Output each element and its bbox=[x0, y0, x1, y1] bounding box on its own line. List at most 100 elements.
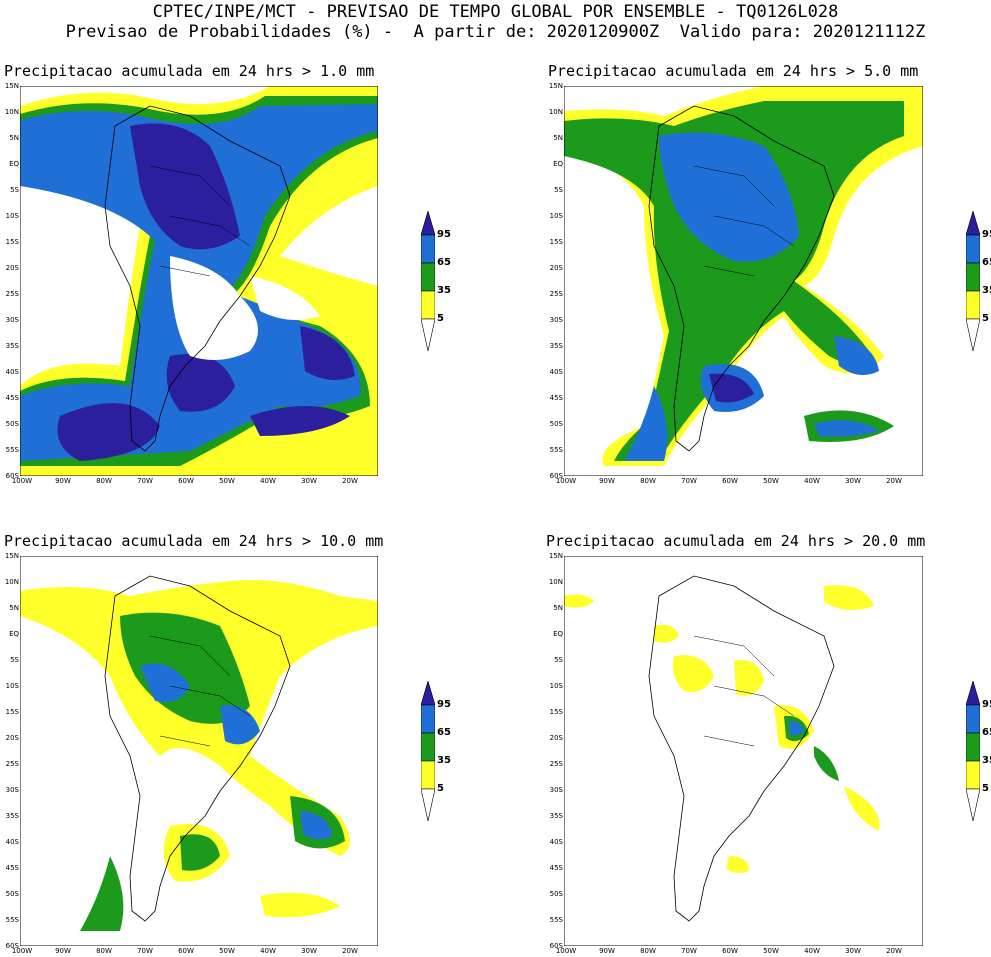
colorbar-label: 95 bbox=[982, 699, 991, 710]
lat-tick-label: 10S bbox=[5, 682, 19, 690]
colorbar-swatch-35 bbox=[966, 732, 980, 762]
lat-tick-label: 30S bbox=[549, 786, 563, 794]
lat-tick-label: 45S bbox=[5, 864, 19, 872]
colorbar-swatch-65 bbox=[966, 704, 980, 734]
lat-tick-label: 30S bbox=[5, 786, 19, 794]
lat-tick-label: 45S bbox=[549, 864, 563, 872]
colorbar-label: 5 bbox=[437, 313, 444, 324]
lon-tick-label: 40W bbox=[804, 947, 820, 955]
colorbar bbox=[966, 681, 980, 822]
lat-tick-label: 5N bbox=[553, 604, 563, 612]
lon-tick-label: 30W bbox=[301, 947, 317, 955]
lat-tick-label: 60S bbox=[549, 942, 563, 950]
lat-tick-label: 50S bbox=[549, 890, 563, 898]
lon-tick-label: 80W bbox=[640, 477, 656, 485]
map-panel-3 bbox=[20, 556, 378, 946]
colorbar bbox=[421, 211, 435, 352]
lat-tick-label: 15S bbox=[549, 238, 563, 246]
lat-tick-label: 15S bbox=[5, 238, 19, 246]
figure-title-line-2: Previsao de Probabilidades (%) - A parti… bbox=[65, 22, 926, 42]
lon-tick-label: 70W bbox=[681, 477, 697, 485]
lon-tick-label: 50W bbox=[219, 477, 235, 485]
lat-tick-label: 30S bbox=[5, 316, 19, 324]
lat-tick-label: 15N bbox=[4, 82, 19, 90]
lon-tick-label: 90W bbox=[599, 947, 615, 955]
lon-tick-label: 60W bbox=[178, 947, 194, 955]
lat-tick-label: 5S bbox=[10, 656, 19, 664]
colorbar-swatch-below bbox=[966, 788, 980, 822]
lon-tick-label: 80W bbox=[96, 477, 112, 485]
lat-tick-label: 55S bbox=[549, 916, 563, 924]
lon-tick-label: 70W bbox=[137, 477, 153, 485]
lon-tick-label: 30W bbox=[301, 477, 317, 485]
lat-tick-label: 25S bbox=[5, 290, 19, 298]
lat-tick-label: 45S bbox=[549, 394, 563, 402]
colorbar-label: 5 bbox=[982, 313, 989, 324]
lat-tick-label: 25S bbox=[549, 760, 563, 768]
colorbar-swatch-below bbox=[421, 318, 435, 352]
lon-tick-label: 100W bbox=[11, 477, 33, 485]
lat-tick-label: 20S bbox=[5, 264, 19, 272]
lat-tick-label: EQ bbox=[9, 630, 19, 638]
map-panel-1 bbox=[20, 86, 378, 476]
panel-3-title: Precipitacao acumulada em 24 hrs > 10.0 … bbox=[4, 532, 384, 550]
colorbar-swatch-65 bbox=[966, 234, 980, 264]
lon-tick-label: 100W bbox=[555, 477, 577, 485]
lat-tick-label: 10S bbox=[549, 212, 563, 220]
colorbar-swatch-35 bbox=[966, 262, 980, 292]
lon-tick-label: 50W bbox=[763, 947, 779, 955]
lat-tick-label: EQ bbox=[9, 160, 19, 168]
lat-tick-label: 55S bbox=[5, 916, 19, 924]
lat-tick-label: EQ bbox=[553, 630, 563, 638]
colorbar-label: 5 bbox=[437, 783, 444, 794]
lat-tick-label: 15N bbox=[548, 552, 563, 560]
colorbar-swatch-5 bbox=[421, 290, 435, 320]
lat-tick-label: 35S bbox=[5, 812, 19, 820]
lon-tick-label: 90W bbox=[55, 477, 71, 485]
lat-tick-label: 60S bbox=[5, 472, 19, 480]
map-panel-2 bbox=[564, 86, 923, 476]
lat-tick-label: 55S bbox=[549, 446, 563, 454]
lat-tick-label: 60S bbox=[5, 942, 19, 950]
colorbar-swatch-below bbox=[421, 788, 435, 822]
lat-tick-label: 35S bbox=[549, 342, 563, 350]
lat-tick-label: 10N bbox=[548, 578, 563, 586]
lon-tick-label: 40W bbox=[260, 947, 276, 955]
lat-tick-label: EQ bbox=[553, 160, 563, 168]
colorbar bbox=[966, 211, 980, 352]
colorbar-swatch-35 bbox=[421, 732, 435, 762]
lon-tick-label: 50W bbox=[763, 477, 779, 485]
lat-tick-label: 5S bbox=[554, 186, 563, 194]
colorbar-label: 35 bbox=[982, 755, 991, 766]
map-panel-4 bbox=[564, 556, 923, 946]
colorbar-label: 65 bbox=[982, 257, 991, 268]
lon-tick-label: 90W bbox=[599, 477, 615, 485]
lat-tick-label: 5S bbox=[10, 186, 19, 194]
lat-tick-label: 10S bbox=[5, 212, 19, 220]
colorbar-swatch-35 bbox=[421, 262, 435, 292]
panel-2-title: Precipitacao acumulada em 24 hrs > 5.0 m… bbox=[548, 62, 919, 80]
lat-tick-label: 20S bbox=[549, 734, 563, 742]
colorbar-swatch-5 bbox=[421, 760, 435, 790]
colorbar-label: 65 bbox=[982, 727, 991, 738]
lon-tick-label: 20W bbox=[886, 947, 902, 955]
lat-tick-label: 30S bbox=[549, 316, 563, 324]
lon-tick-label: 80W bbox=[96, 947, 112, 955]
colorbar-swatch-95 bbox=[966, 211, 980, 236]
colorbar-swatch-5 bbox=[966, 760, 980, 790]
panel-1-title: Precipitacao acumulada em 24 hrs > 1.0 m… bbox=[4, 62, 375, 80]
lat-tick-label: 5N bbox=[9, 604, 19, 612]
lat-tick-label: 10N bbox=[4, 108, 19, 116]
colorbar-label: 95 bbox=[437, 229, 451, 240]
colorbar-swatch-65 bbox=[421, 234, 435, 264]
colorbar-label: 95 bbox=[437, 699, 451, 710]
panel-4-title: Precipitacao acumulada em 24 hrs > 20.0 … bbox=[546, 532, 926, 550]
colorbar-label: 65 bbox=[437, 727, 451, 738]
lat-tick-label: 25S bbox=[5, 760, 19, 768]
lat-tick-label: 35S bbox=[5, 342, 19, 350]
lat-tick-label: 50S bbox=[5, 890, 19, 898]
lon-tick-label: 20W bbox=[886, 477, 902, 485]
lat-tick-label: 15S bbox=[549, 708, 563, 716]
lon-tick-label: 80W bbox=[640, 947, 656, 955]
colorbar-label: 65 bbox=[437, 257, 451, 268]
